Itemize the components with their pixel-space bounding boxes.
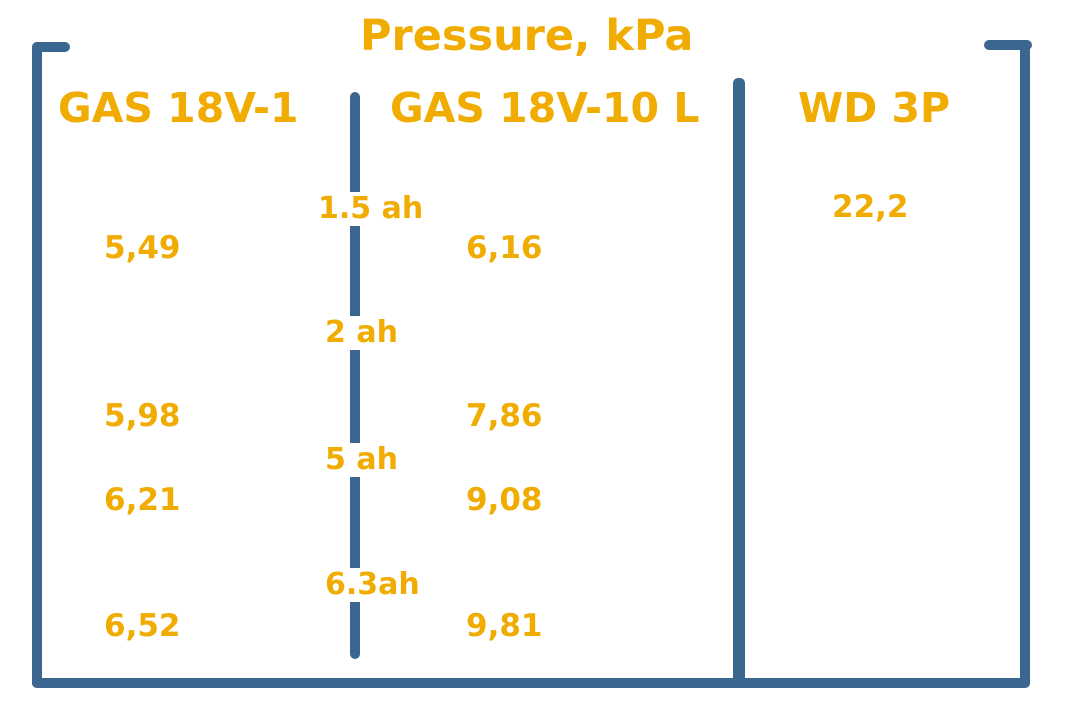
value-gas-18v-1: 6,52: [104, 608, 181, 644]
frame-right-border: [1020, 40, 1030, 688]
frame-left-border: [32, 42, 42, 688]
value-gas-18v-1: 6,21: [104, 482, 181, 518]
value-wd-3p: 22,2: [832, 189, 909, 225]
frame-bottom-border: [32, 678, 1030, 688]
value-gas-18v-10-l: 9,08: [466, 482, 543, 518]
frame-top-left-segment: [32, 42, 70, 52]
battery-capacity-label: 2 ah: [325, 315, 398, 350]
column-divider-2: [733, 78, 745, 686]
value-gas-18v-1: 5,98: [104, 398, 181, 434]
column-divider-1: [350, 92, 360, 659]
column-header-gas-18v-10-l: GAS 18V-10 L: [390, 84, 700, 132]
value-gas-18v-1: 5,49: [104, 230, 181, 266]
chart-title: Pressure, kPa: [360, 11, 694, 61]
column-header-gas-18v-1: GAS 18V-1: [58, 84, 299, 132]
battery-capacity-label: 6.3ah: [325, 567, 420, 602]
column-header-wd-3p: WD 3P: [798, 84, 951, 132]
value-gas-18v-10-l: 6,16: [466, 230, 543, 266]
battery-capacity-label: 5 ah: [325, 442, 398, 477]
value-gas-18v-10-l: 9,81: [466, 608, 543, 644]
battery-capacity-label: 1.5 ah: [318, 191, 424, 226]
frame-top-right-segment: [984, 40, 1032, 50]
value-gas-18v-10-l: 7,86: [466, 398, 543, 434]
